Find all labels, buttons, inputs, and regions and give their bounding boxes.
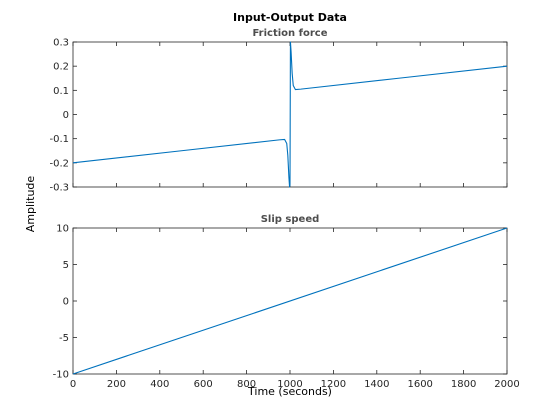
subplot-slip-speed-y-tick-label: 10	[56, 224, 69, 235]
x-axis-label: Time (seconds)	[247, 385, 332, 398]
subplot-friction-force-y-tick-label: -0.3	[49, 183, 69, 194]
x-tick-label: 1600	[407, 379, 432, 390]
subplot-slip-speed-y-tick-label: 0	[63, 297, 69, 308]
subplot-friction-force: Friction force 0.3 0.2 0.1 0 -0.1 -0.2 -0.3	[49, 28, 508, 194]
x-tick-label: 1200	[321, 379, 346, 390]
subplot-friction-force-title: Friction force	[252, 28, 327, 39]
subplot-friction-force-plot-area	[72, 41, 508, 188]
subplot-slip-speed-x-ticks: 0 200 400 600 800 1000 1200 1400 1600 1800 2000	[70, 228, 520, 390]
series-line-slip-speed	[72, 227, 508, 375]
subplot-slip-speed: Slip speed 10 5 0 -5 -10 0 200 400 600 800 1000 12…	[53, 214, 520, 390]
x-tick-label: 0	[70, 379, 76, 390]
subplot-friction-force-y-tick-label: 0.2	[53, 62, 69, 73]
subplot-friction-force-y-tick-label: 0.1	[53, 86, 69, 97]
x-tick-label: 1800	[451, 379, 476, 390]
x-tick-label: 200	[107, 379, 126, 390]
series-line-friction-force	[72, 41, 508, 188]
x-tick-label: 1400	[364, 379, 389, 390]
subplot-slip-speed-y-ticks: 10 5 0 -5 -10	[53, 224, 507, 381]
subplot-friction-force-y-tick-label: -0.1	[49, 134, 69, 145]
x-tick-label: 2000	[494, 379, 519, 390]
subplot-slip-speed-plot-area	[72, 227, 508, 375]
y-axis-label: Amplitude	[24, 176, 37, 233]
subplot-slip-speed-title: Slip speed	[261, 214, 320, 225]
x-tick-label: 400	[150, 379, 169, 390]
x-tick-label: 800	[237, 379, 256, 390]
subplot-friction-force-y-tick-label: 0.3	[53, 38, 69, 49]
figure-title: Input-Output Data	[233, 11, 347, 24]
x-tick-label: 600	[194, 379, 213, 390]
subplot-friction-force-y-tick-label: 0	[63, 110, 69, 121]
subplot-slip-speed-y-tick-label: 5	[63, 260, 69, 271]
x-tick-label: 1000	[277, 379, 302, 390]
subplot-slip-speed-y-tick-label: -10	[53, 370, 69, 381]
subplot-slip-speed-y-tick-label: -5	[59, 333, 69, 344]
subplot-friction-force-y-ticks: 0.3 0.2 0.1 0 -0.1 -0.2 -0.3	[49, 38, 507, 194]
subplot-friction-force-y-tick-label: -0.2	[49, 158, 69, 169]
